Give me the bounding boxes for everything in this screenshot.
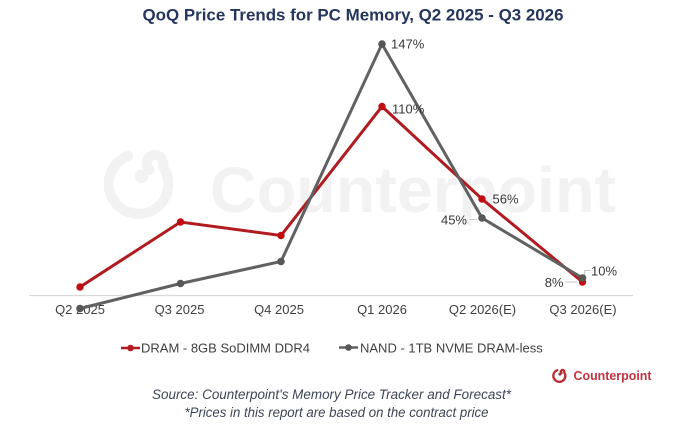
svg-text:8%: 8% <box>545 275 564 290</box>
svg-text:Q1 2026: Q1 2026 <box>357 302 407 317</box>
svg-text:Counterpoint: Counterpoint <box>210 154 616 226</box>
svg-text:10%: 10% <box>591 264 617 279</box>
svg-text:Q2 2026(E): Q2 2026(E) <box>449 302 516 317</box>
svg-text:56%: 56% <box>493 192 519 207</box>
svg-text:Q4 2025: Q4 2025 <box>254 302 304 317</box>
svg-text:110%: 110% <box>392 102 425 117</box>
svg-text:QoQ Price Trends for PC Memory: QoQ Price Trends for PC Memory, Q2 2025 … <box>143 6 564 25</box>
svg-text:Q3 2025: Q3 2025 <box>155 302 205 317</box>
svg-text:Q3 2026(E): Q3 2026(E) <box>549 302 616 317</box>
svg-text:DRAM - 8GB SoDIMM DDR4: DRAM - 8GB SoDIMM DDR4 <box>141 341 310 356</box>
svg-text:NAND - 1TB NVME DRAM-less: NAND - 1TB NVME DRAM-less <box>360 341 543 356</box>
svg-text:Source: Counterpoint's Memory: Source: Counterpoint's Memory Price Trac… <box>152 387 512 402</box>
svg-text:*Prices in this report are bas: *Prices in this report are based on the … <box>185 405 489 420</box>
svg-text:Counterpoint: Counterpoint <box>574 368 653 383</box>
svg-text:147%: 147% <box>391 37 425 52</box>
svg-text:45%: 45% <box>441 212 467 227</box>
